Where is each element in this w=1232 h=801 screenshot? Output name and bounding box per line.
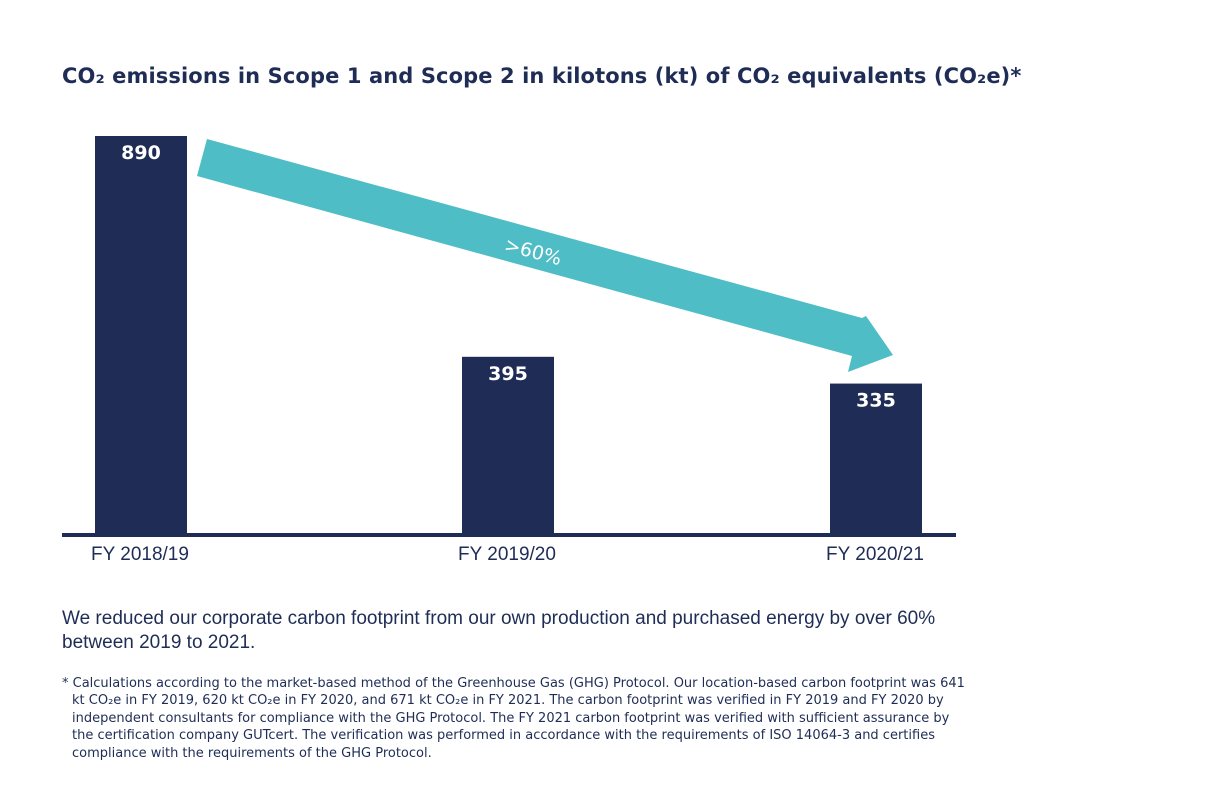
bar-fy-2019-20 [462,356,554,533]
bars-group: 890 395 335 [95,136,922,533]
chart-title: CO₂ emissions in Scope 1 and Scope 2 in … [62,64,1022,88]
bar-value-label: 335 [856,390,896,412]
summary-text: We reduced our corporate carbon footprin… [62,608,936,653]
x-axis-labels: FY 2018/19 FY 2019/20 FY 2020/21 [91,544,924,565]
reduction-arrow-shape [197,139,893,372]
reduction-arrow: >60% [197,139,893,372]
bar-fy-2018-19 [95,136,187,533]
x-tick-label: FY 2019/20 [458,544,556,565]
x-tick-label: FY 2020/21 [826,544,924,565]
x-axis-line [62,533,956,537]
bar-value-label: 890 [121,142,161,164]
footnote: * Calculations according to the market-b… [62,676,965,761]
bar-value-label: 395 [488,363,528,385]
x-tick-label: FY 2018/19 [91,544,189,565]
bar-fy-2020-21 [830,383,922,533]
